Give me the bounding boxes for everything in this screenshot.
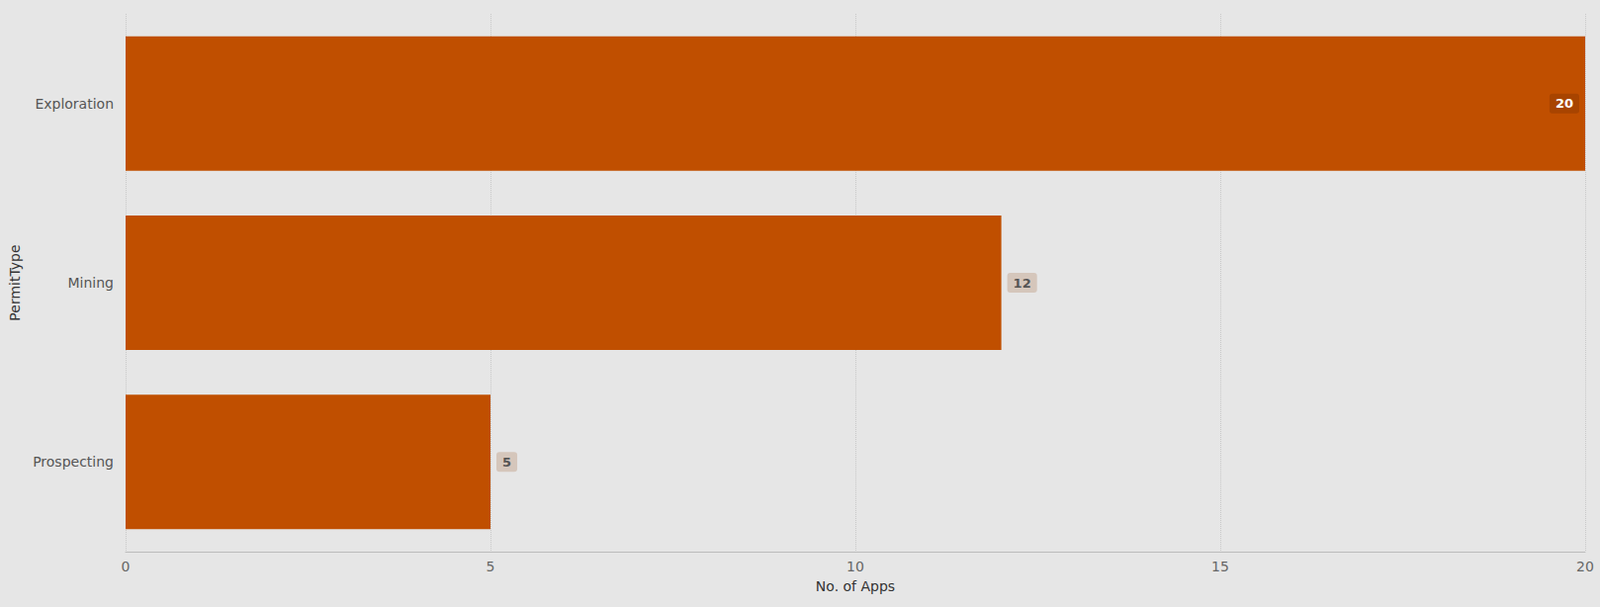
svg-text:0: 0 [121,558,131,575]
svg-text:Exploration: Exploration [34,95,114,112]
svg-text:20: 20 [1576,558,1595,575]
svg-text:Mining: Mining [68,274,115,291]
svg-text:15: 15 [1211,558,1230,575]
svg-text:Prospecting: Prospecting [32,453,114,470]
svg-text:20: 20 [1555,95,1574,111]
svg-text:5: 5 [502,454,512,470]
svg-text:5: 5 [486,558,496,575]
svg-text:12: 12 [1013,275,1032,291]
svg-text:10: 10 [846,558,865,575]
svg-text:PermitType: PermitType [6,244,23,321]
svg-text:No. of Apps: No. of Apps [815,578,895,595]
